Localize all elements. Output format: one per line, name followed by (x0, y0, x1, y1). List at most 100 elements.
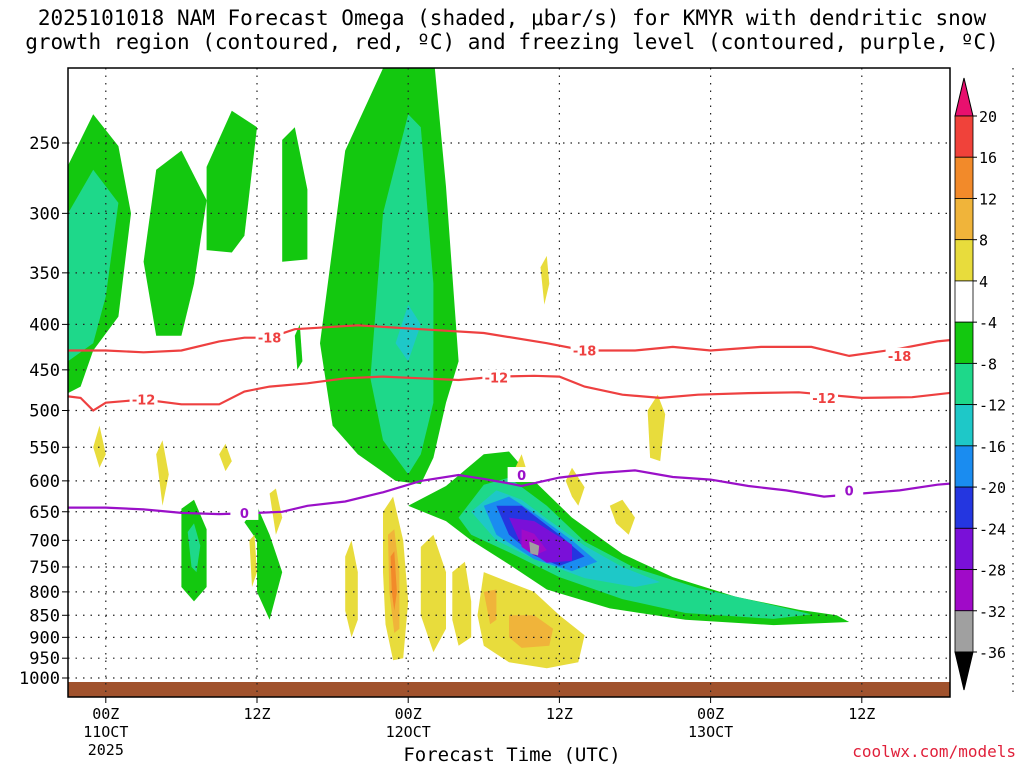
omega-region-1 (68, 169, 119, 362)
omega-region-3 (206, 110, 257, 253)
dgz_top-label-bg-0 (255, 329, 284, 345)
omega-region-32 (509, 615, 554, 648)
colorbar-label-10: -24 (979, 520, 1006, 538)
colorbar-band-3 (954, 239, 974, 282)
y-axis: 2503003504004505005506006507007508008509… (19, 134, 68, 689)
y-tick-label-500: 500 (29, 402, 60, 422)
colorbar-label-3: 8 (979, 232, 988, 250)
omega-region-25 (345, 540, 358, 638)
x-tick-label-0-2: 11OCT (83, 723, 128, 741)
colorbar-band-10 (954, 527, 974, 570)
omega-region-38 (540, 255, 550, 305)
dgz_bottom-label-2: -12 (812, 392, 836, 407)
x-tick-label-36-1: 12Z (546, 705, 573, 723)
contour-lines: -18 -18 -18 -12 -12 -12 0 0 0 (68, 324, 950, 522)
plot-frame (67, 67, 951, 698)
omega-region-36 (647, 394, 666, 462)
x-tick-label-0-3: 2025 (88, 741, 124, 759)
omega-region-7 (395, 304, 421, 362)
y-tick-label-800: 800 (29, 583, 60, 603)
x-tick-label-48-2: 13OCT (688, 723, 733, 741)
chart-title: 2025101018 NAM Forecast Omega (shaded, μ… (0, 6, 1024, 54)
colorbar-band-2 (954, 198, 974, 241)
omega-region-14 (521, 529, 547, 556)
omega-region-18 (244, 505, 283, 620)
title-line-2: growth region (contoured, red, ºC) and f… (25, 30, 999, 54)
freezing_level-label-1: 0 (517, 469, 526, 484)
omega-region-2 (143, 150, 207, 336)
colorbar-top-arrow (954, 77, 974, 117)
y-tick-label-950: 950 (29, 649, 60, 669)
colorbar-band-7 (954, 404, 974, 447)
y-tick-label-850: 850 (29, 606, 60, 626)
colorbar-band-5 (954, 321, 974, 364)
dgz_bottom-label-0: -12 (132, 394, 156, 409)
y-tick-label-450: 450 (29, 361, 60, 381)
colorbar-label-5: -4 (979, 314, 997, 332)
colorbar: 20 16 12 8 4 -4 -8 -12 -16 -20 -24 -28 -32 -36 (954, 77, 1006, 691)
x-tick-label-48-1: 00Z (697, 705, 724, 723)
colorbar-band-0 (954, 115, 974, 158)
title-line-1: 2025101018 NAM Forecast Omega (shaded, μ… (37, 6, 987, 30)
freezing_level-label-bg-1 (507, 467, 536, 483)
colorbar-band-1 (954, 156, 974, 199)
freezing_level-label-2: 0 (845, 484, 854, 499)
omega-region-17 (187, 523, 201, 573)
colorbar-label-8: -16 (979, 438, 1006, 456)
colorbar-label-12: -32 (979, 603, 1006, 621)
colorbar-label-4: 4 (979, 273, 988, 291)
omega-shading (68, 68, 850, 669)
x-tick-label-60-1: 12Z (848, 705, 875, 723)
y-tick-label-650: 650 (29, 503, 60, 523)
colorbar-band-8 (954, 445, 974, 488)
x-tick-label-24-2: 12OCT (386, 723, 431, 741)
y-tick-label-400: 400 (29, 315, 60, 335)
terrain-ground (68, 682, 950, 697)
omega-region-22 (219, 443, 232, 472)
dgz_top-label-2: -18 (888, 350, 912, 365)
x-tick-label-24-1: 00Z (395, 705, 422, 723)
omega-region-9 (458, 477, 812, 619)
omega-region-33 (483, 589, 497, 625)
dgz_bottom-label-1: -12 (485, 371, 509, 386)
dgz_top-label-bg-1 (570, 342, 599, 358)
freezing_level-label-bg-0 (230, 504, 259, 520)
y-tick-label-900: 900 (29, 628, 60, 648)
x-axis-title: Forecast Time (UTC) (403, 744, 621, 766)
ground-strip (68, 682, 950, 697)
colorbar-label-13: -36 (979, 644, 1006, 662)
omega-region-15 (529, 541, 540, 556)
omega-region-30 (452, 561, 472, 646)
colorbar-label-11: -28 (979, 562, 1006, 580)
omega-region-21 (156, 440, 169, 506)
x-tick-label-12-1: 12Z (243, 705, 270, 723)
colorbar-label-6: -8 (979, 355, 997, 373)
y-tick-label-350: 350 (29, 264, 60, 284)
y-tick-label-600: 600 (29, 472, 60, 492)
y-tick-label-300: 300 (29, 204, 60, 224)
colorbar-label-7: -12 (979, 397, 1006, 415)
x-tick-label-0-1: 00Z (92, 705, 119, 723)
colorbar-band-9 (954, 486, 974, 529)
dgz_top-label-bg-2 (885, 347, 914, 363)
dgz_bottom-label-bg-0 (129, 391, 158, 407)
colorbar-label-9: -20 (979, 479, 1006, 497)
colorbar-band-4 (954, 280, 974, 323)
colorbar-band-11 (954, 569, 974, 612)
dgz_top-label-1: -18 (573, 344, 597, 359)
y-tick-label-250: 250 (29, 134, 60, 154)
omega-region-19 (294, 324, 303, 370)
y-tick-label-700: 700 (29, 531, 60, 551)
colorbar-label-1: 16 (979, 149, 997, 167)
plot-border (67, 67, 951, 698)
y-tick-label-1000: 1000 (19, 669, 60, 689)
colorbar-band-12 (954, 610, 974, 653)
omega-region-6 (370, 114, 434, 475)
freezing_level-label-0: 0 (240, 507, 249, 522)
credit-link[interactable]: coolwx.com/models (852, 742, 1016, 761)
grid-lines (68, 68, 1014, 697)
colorbar-band-6 (954, 362, 974, 406)
y-tick-label-750: 750 (29, 558, 60, 578)
